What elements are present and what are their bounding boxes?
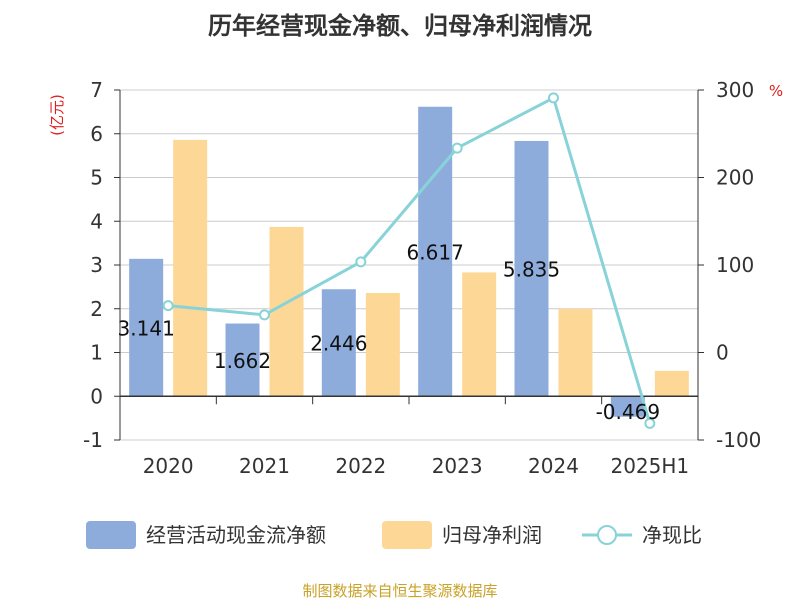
right-tick-label: -100 [716, 428, 761, 452]
legend-swatch [382, 521, 432, 549]
ratio-line-path [168, 95, 652, 424]
bar-profit [269, 226, 304, 397]
right-axis-unit: % [769, 82, 783, 100]
legend-label: 经营活动现金流净额 [146, 523, 326, 547]
left-tick-label: 4 [90, 209, 103, 233]
legend: 经营活动现金流净额 归母净利润 净现比 [86, 521, 702, 549]
ratio-point [644, 417, 656, 429]
right-tick-label: 300 [716, 78, 754, 102]
source-note: 制图数据来自恒生聚源数据库 [302, 582, 497, 600]
ratio-line [162, 92, 656, 429]
left-tick-label: 6 [90, 122, 103, 146]
right-tick-label: 100 [716, 253, 754, 277]
right-tick-label: 0 [716, 341, 729, 365]
legend-label: 净现比 [642, 523, 702, 547]
left-axis-unit: (亿元) [48, 94, 66, 136]
bar-cashflow [225, 323, 260, 397]
bar-value-label: -0.469 [596, 400, 660, 424]
bar-cashflow [418, 106, 453, 397]
bar-profit [462, 272, 497, 397]
left-tick-label: -1 [83, 428, 103, 452]
left-tick-label: 5 [90, 166, 103, 190]
left-tick-label: 7 [90, 78, 103, 102]
data-labels: 3.141 1.662 2.446 6.617 5.835 -0.469 [118, 241, 661, 424]
bar-value-label: 3.141 [118, 317, 175, 341]
bar-value-label: 6.617 [407, 241, 464, 265]
bar-cashflow [129, 258, 164, 397]
x-tick-label: 2020 [143, 454, 194, 478]
bar-cashflow [321, 289, 356, 397]
bar-profit [654, 370, 689, 397]
ratio-point [451, 142, 463, 154]
ratio-point [259, 309, 270, 321]
x-tick-label: 2023 [432, 454, 483, 478]
bar-profit [173, 139, 208, 397]
legend-swatch [86, 521, 136, 549]
bar-cashflow [514, 140, 549, 397]
bar-cashflow [610, 396, 645, 417]
left-tick-label: 2 [90, 297, 103, 321]
bar-value-label: 2.446 [310, 332, 367, 356]
legend-label: 归母净利润 [442, 523, 542, 547]
legend-marker [597, 525, 617, 545]
ratio-point [355, 256, 367, 268]
ratio-point [162, 300, 174, 312]
bar-profit [365, 293, 400, 397]
left-tick-label: 0 [90, 384, 103, 408]
axes: -1 0 1 2 3 4 5 6 7 -100 0 100 200 300 2020 2021 2022 2023… [83, 78, 761, 478]
x-tick-label: 2022 [335, 454, 386, 478]
chart-title: 历年经营现金净额、归母净利润情况 [208, 12, 592, 40]
bar-profit [558, 308, 593, 397]
x-tick-label: 2024 [528, 454, 579, 478]
right-tick-label: 200 [716, 166, 754, 190]
bars [129, 106, 689, 417]
x-tick-label: 2021 [239, 454, 290, 478]
ratio-point [548, 92, 559, 104]
left-tick-label: 1 [90, 341, 103, 365]
bar-value-label: 1.662 [214, 349, 271, 373]
bar-value-label: 5.835 [503, 258, 560, 282]
left-tick-label: 3 [90, 253, 103, 277]
x-tick-label: 2025H1 [610, 454, 689, 478]
